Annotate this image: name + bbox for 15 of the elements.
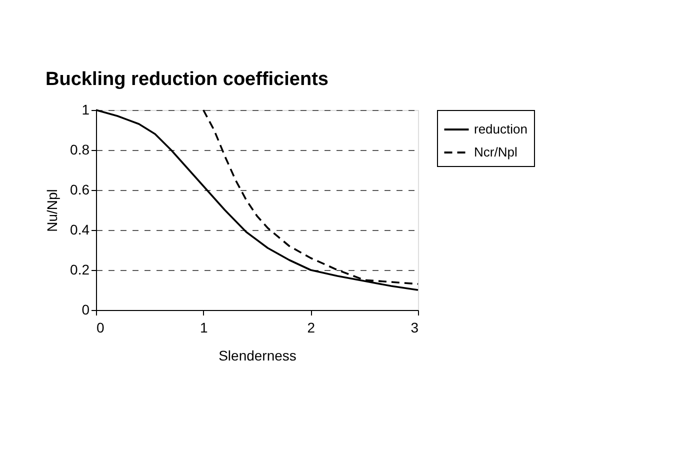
x-tick-label: 0: [96, 320, 104, 336]
y-tick-label: 0: [82, 302, 90, 318]
y-tick-label: 0.4: [70, 222, 90, 238]
y-axis-title: Nu/Npl: [44, 189, 60, 232]
legend-label: reduction: [474, 122, 528, 136]
y-tick-label: 0.6: [70, 182, 90, 198]
x-tick-label: 1: [200, 320, 208, 336]
x-axis-title: Slenderness: [218, 348, 296, 364]
x-tick-label: 3: [410, 320, 419, 336]
legend-label: Ncr/Npl: [474, 144, 518, 160]
y-tick-label: 0.8: [70, 142, 90, 158]
chart-title: Buckling reduction coefficients: [46, 69, 328, 90]
y-tick-label: 1: [82, 102, 90, 118]
x-tick-label: 2: [307, 320, 316, 336]
y-tick-label: 0.2: [70, 262, 90, 278]
